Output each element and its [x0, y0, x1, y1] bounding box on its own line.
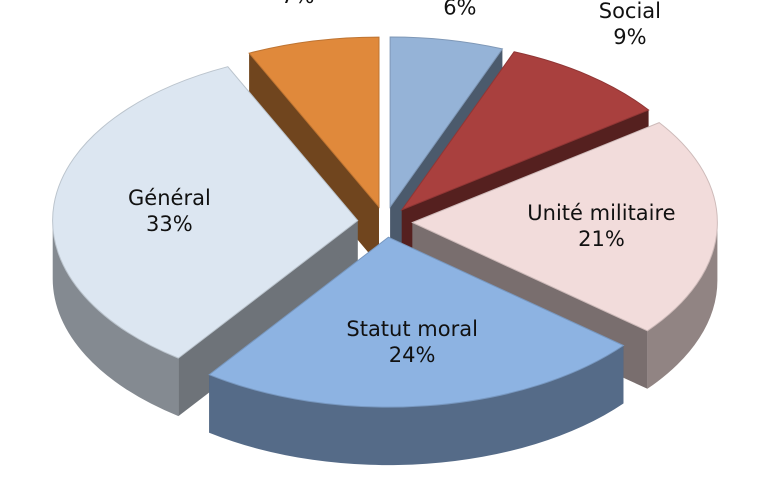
value-label: 6%	[443, 0, 477, 20]
value-label: 21%	[578, 226, 625, 251]
category-label: Statut moral	[346, 316, 478, 341]
slice-side	[647, 222, 718, 389]
slice-side	[52, 220, 179, 417]
slice	[411, 122, 718, 332]
slice	[208, 236, 625, 408]
slice	[52, 66, 359, 359]
value-label: 7%	[264, 0, 332, 9]
slice-label: Social 9%	[599, 0, 661, 50]
slice-label: Statut moral 24%	[346, 315, 478, 368]
slice	[400, 51, 650, 212]
value-label: 9%	[613, 25, 647, 50]
category-label: Social	[598, 0, 662, 23]
slice	[248, 36, 380, 209]
value-label: 24%	[388, 342, 436, 367]
slice-side	[209, 345, 624, 466]
slice-label: Handicap Physique6%	[400, 0, 520, 21]
slice-label: Autres7%	[264, 0, 332, 9]
slice-label: Unité militaire 21%	[527, 200, 675, 253]
value-label: 33%	[146, 211, 193, 236]
slice	[389, 36, 504, 209]
slice-label: Général 33%	[128, 184, 211, 237]
category-label: Général	[128, 185, 211, 210]
category-label: Unité militaire	[527, 200, 676, 225]
